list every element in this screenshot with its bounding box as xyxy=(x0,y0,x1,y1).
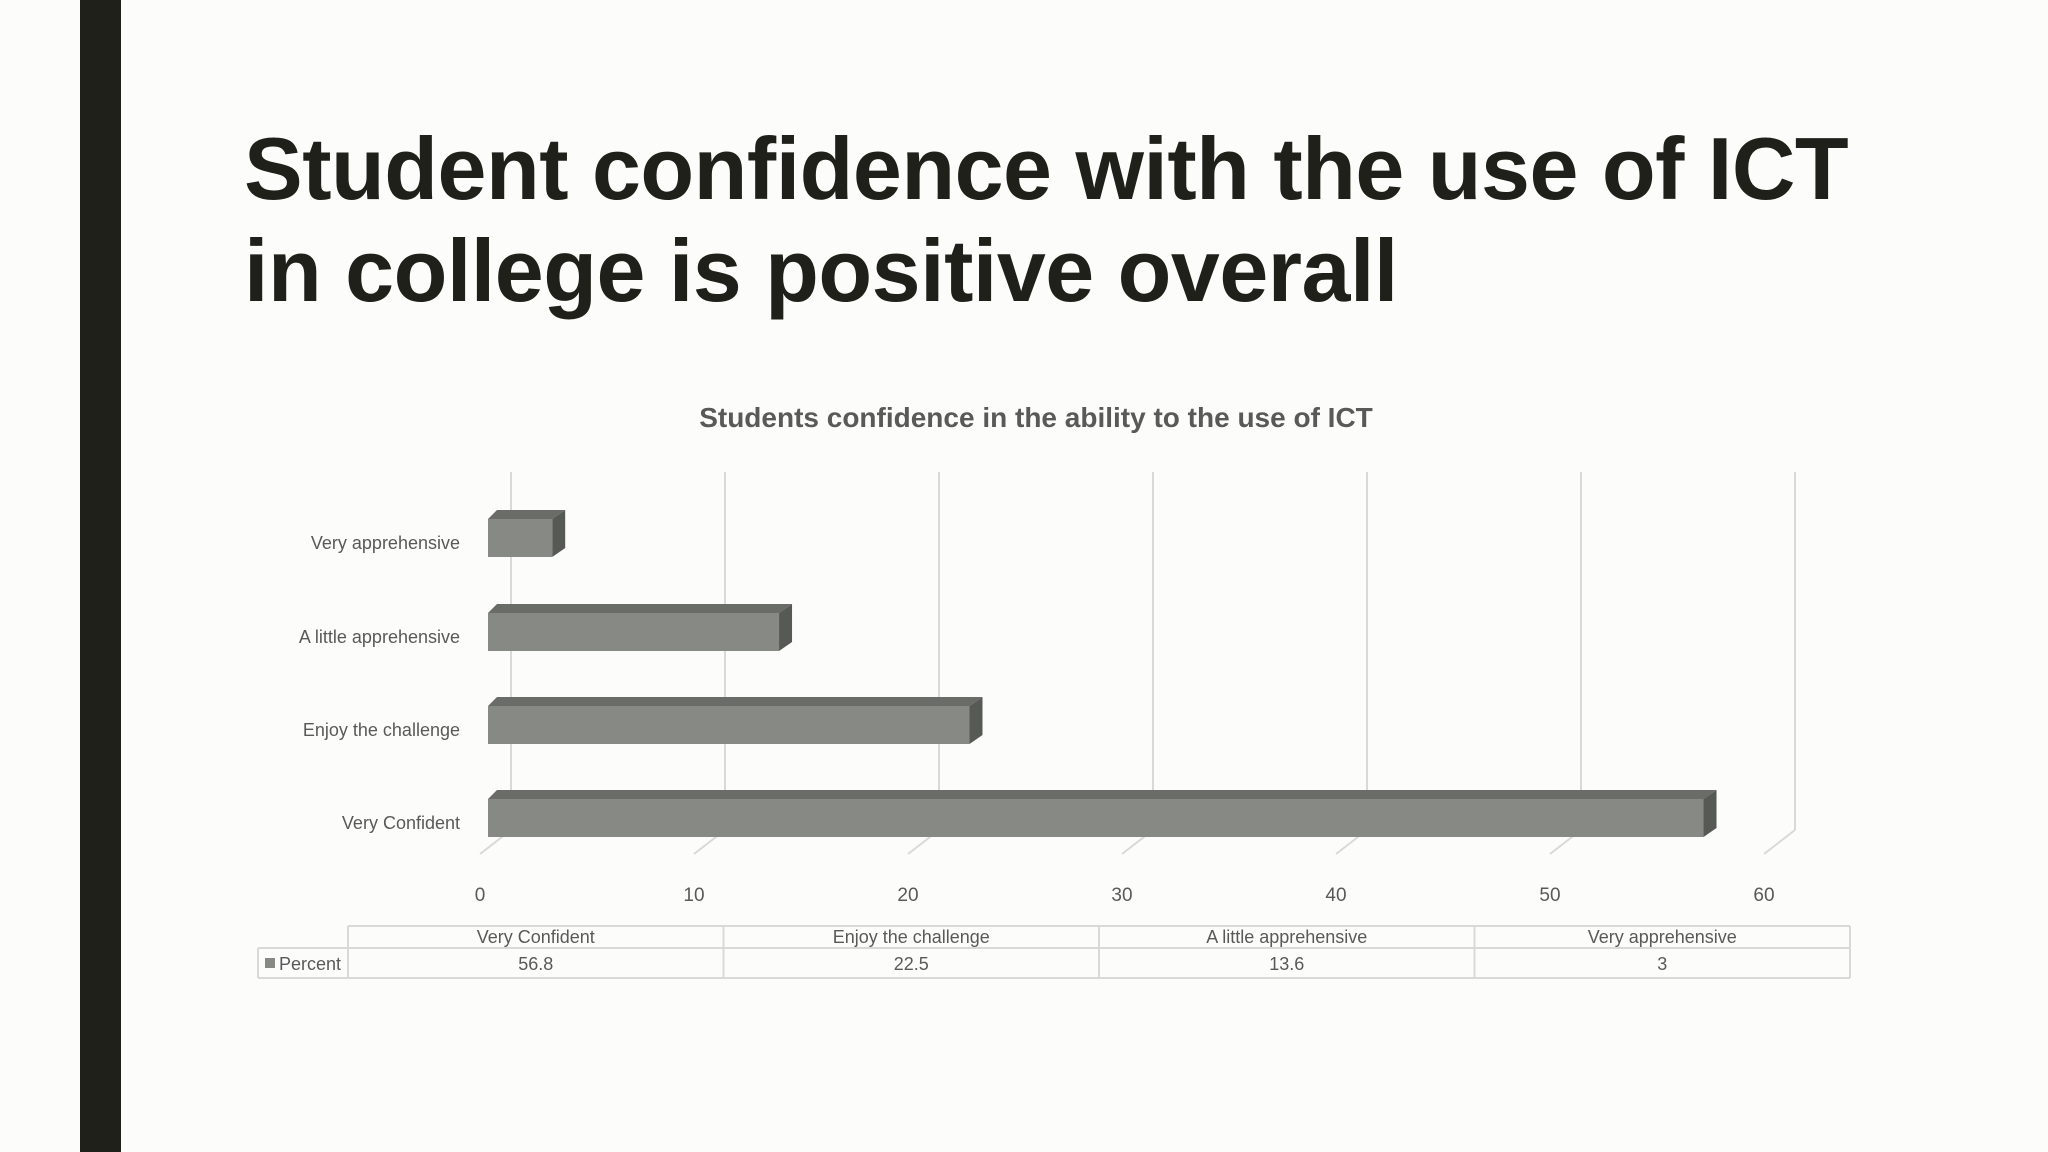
table-header: Very Confident xyxy=(477,927,595,947)
category-labels: Very Confident Enjoy the challenge A littl… xyxy=(299,533,460,833)
table-value: 13.6 xyxy=(1269,954,1304,974)
gridline-floor xyxy=(1763,829,1796,855)
table-value: 22.5 xyxy=(894,954,929,974)
slide-title: Student confidence with the use of ICT i… xyxy=(244,119,1849,320)
bar-side xyxy=(969,697,983,744)
table-header: A little apprehensive xyxy=(1206,927,1367,947)
bar xyxy=(488,613,780,651)
bar-top xyxy=(488,604,793,613)
x-axis-ticks: 0 10 20 30 40 50 60 xyxy=(475,885,1775,906)
bars xyxy=(488,510,1717,837)
accent-bar xyxy=(80,0,121,1152)
series-name: Percent xyxy=(279,954,341,974)
x-tick-label: 30 xyxy=(1111,885,1132,906)
bar-side xyxy=(779,604,793,651)
x-tick-label: 50 xyxy=(1539,885,1560,906)
table-value: 56.8 xyxy=(518,954,553,974)
table-value: 3 xyxy=(1657,954,1667,974)
category-label: Very apprehensive xyxy=(311,533,460,553)
x-tick-label: 10 xyxy=(683,885,704,906)
legend-key xyxy=(265,958,275,968)
table-header: Very apprehensive xyxy=(1588,927,1737,947)
bar xyxy=(488,519,553,557)
x-tick-label: 0 xyxy=(475,885,486,906)
data-table: Very Confident 56.8 Enjoy the challenge 22.… xyxy=(257,925,1851,979)
bar-side xyxy=(1703,790,1717,837)
bar-side xyxy=(552,510,566,557)
x-tick-label: 60 xyxy=(1753,885,1774,906)
category-label: Very Confident xyxy=(342,813,460,833)
x-tick-label: 20 xyxy=(897,885,918,906)
bar-top xyxy=(488,510,566,519)
bar-top xyxy=(488,790,1717,799)
bar xyxy=(488,799,1704,837)
gridlines xyxy=(479,472,1796,855)
table-header: Enjoy the challenge xyxy=(833,927,990,947)
category-label: Enjoy the challenge xyxy=(303,720,460,740)
bar xyxy=(488,706,970,744)
bar-top xyxy=(488,697,983,706)
category-label: A little apprehensive xyxy=(299,627,460,647)
x-tick-label: 40 xyxy=(1325,885,1346,906)
chart-title: Students confidence in the ability to th… xyxy=(699,402,1373,433)
